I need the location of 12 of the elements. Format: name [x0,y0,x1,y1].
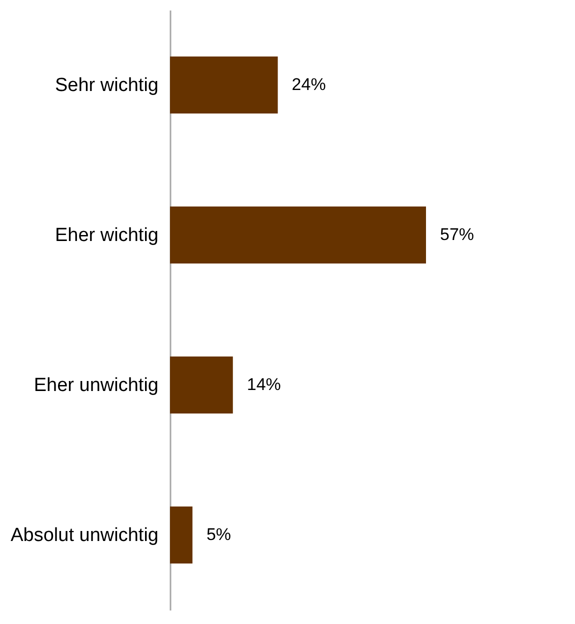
data-label: 5% [206,525,232,544]
bar [170,356,233,414]
y-tick-label: Eher unwichtig [34,375,158,396]
y-tick-label: Absolut unwichtig [10,525,158,546]
bar [170,206,426,264]
bar [170,56,278,114]
bar [170,506,192,564]
data-label: 57% [440,225,474,244]
data-label: 14% [246,375,281,394]
y-tick-label: Eher wichtig [55,225,158,246]
data-label: 24% [292,75,326,94]
y-tick-label: Sehr wichtig [55,75,158,96]
